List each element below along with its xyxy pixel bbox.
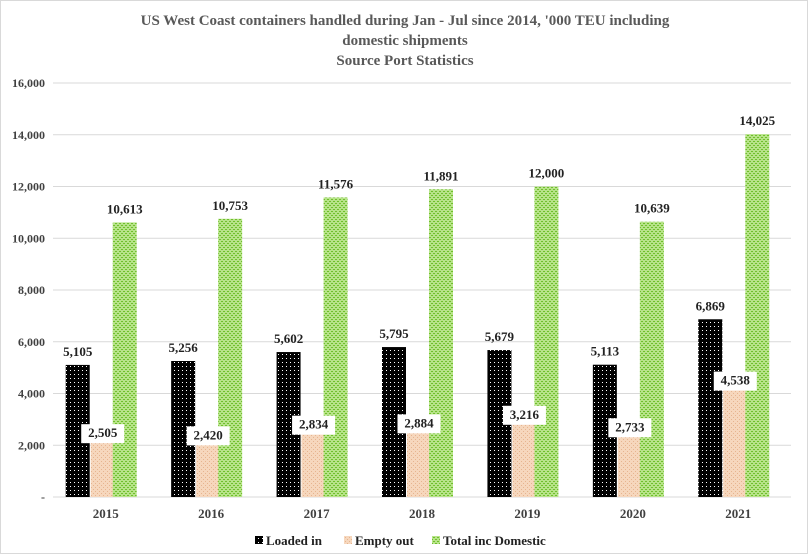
legend-swatch-total-inc-domestic (432, 536, 440, 544)
y-tick-label: 10,000 (12, 231, 45, 245)
data-label-background (292, 415, 336, 435)
data-label-total-inc-domestic-2019: 12,000 (529, 166, 565, 181)
data-label-loaded-in-2020: 5,113 (591, 344, 620, 359)
bar-empty-out-2018 (407, 422, 431, 497)
x-tick-label: 2015 (93, 506, 120, 521)
bar-total-inc-domestic-2017 (323, 197, 348, 497)
legend-swatch-loaded-in (255, 536, 263, 544)
y-tick-label: 12,000 (12, 180, 45, 194)
data-label-total-inc-domestic-2017: 11,576 (318, 176, 354, 191)
bar-loaded-in-2021 (698, 319, 723, 497)
data-label-loaded-in-2017: 5,602 (274, 331, 303, 346)
x-tick-label: 2016 (198, 506, 225, 521)
data-label-empty-out-2019: 3,216 (510, 407, 540, 422)
chart-title-line-1: US West Coast containers handled during … (141, 13, 670, 29)
bar-empty-out-2017 (301, 423, 326, 497)
data-label-background (713, 371, 757, 391)
legend-label-empty-out: Empty out (355, 533, 415, 548)
legend-swatch-empty-out (344, 536, 352, 544)
data-label-loaded-in-2018: 5,795 (379, 326, 409, 341)
bar-total-inc-domestic-2021 (745, 134, 770, 497)
bar-total-inc-domestic-2018 (429, 189, 453, 497)
y-tick-label: 6,000 (18, 335, 45, 349)
y-tick-label: - (41, 490, 45, 504)
data-label-empty-out-2017: 2,834 (299, 417, 329, 432)
data-label-background (608, 418, 652, 438)
y-tick-label: 16,000 (12, 76, 45, 90)
x-tick-label: 2020 (620, 506, 646, 521)
x-tick-label: 2019 (514, 506, 541, 521)
data-label-loaded-in-2021: 6,869 (696, 298, 726, 313)
data-label-total-inc-domestic-2016: 10,753 (212, 198, 248, 213)
y-tick-label: 4,000 (18, 387, 45, 401)
chart-title-line-2: domestic shipments (342, 33, 468, 49)
data-label-empty-out-2021: 4,538 (721, 373, 751, 388)
legend-label-total-inc-domestic: Total inc Domestic (443, 533, 546, 548)
x-tick-label: 2021 (725, 506, 751, 521)
x-axis-tick-labels: 2015 2016 2017 2018 2019 2020 2021 (93, 506, 752, 521)
bar-empty-out-2019 (512, 413, 537, 497)
y-tick-label: 14,000 (12, 128, 45, 142)
data-label-loaded-in-2019: 5,679 (485, 329, 515, 344)
data-label-loaded-in-2015: 5,105 (63, 344, 93, 359)
data-label-empty-out-2018: 2,884 (404, 415, 434, 430)
legend: Loaded in Empty out Total inc Domestic (255, 533, 546, 548)
data-label-empty-out-2016: 2,420 (194, 427, 223, 442)
y-axis-tick-labels: - 2,000 4,000 6,000 8,000 10,000 12,000 14,000 1… (12, 76, 45, 504)
data-label-total-inc-domestic-2020: 10,639 (634, 201, 670, 216)
y-tick-label: 2,000 (18, 438, 45, 452)
x-tick-label: 2017 (304, 506, 331, 521)
bar-total-inc-domestic-2019 (534, 186, 559, 497)
data-label-total-inc-domestic-2021: 14,025 (739, 113, 775, 128)
data-label-background (397, 414, 441, 434)
bar-empty-out-2021 (723, 379, 748, 497)
data-label-total-inc-domestic-2015: 10,613 (107, 201, 143, 216)
y-tick-label: 8,000 (18, 283, 45, 297)
legend-label-loaded-in: Loaded in (266, 533, 323, 548)
bar-empty-out-2020 (617, 426, 642, 497)
bar-total-inc-domestic-2020 (639, 221, 664, 497)
data-label-total-inc-domestic-2018: 11,891 (423, 168, 458, 183)
data-label-background (502, 405, 546, 425)
data-labels: 5,105 2,505 10,613 5,256 2,420 10,753 5,602 2,8… (63, 113, 776, 446)
data-label-empty-out-2015: 2,505 (88, 425, 118, 440)
x-tick-label: 2018 (409, 506, 436, 521)
chart-title: US West Coast containers handled during … (141, 13, 670, 69)
bar-total-inc-domestic-2015 (112, 222, 137, 498)
data-label-empty-out-2020: 2,733 (615, 419, 645, 434)
data-label-loaded-in-2016: 5,256 (169, 340, 199, 355)
data-label-background (186, 426, 230, 446)
bars (65, 134, 770, 498)
bar-total-inc-domestic-2016 (218, 218, 243, 498)
data-label-background (81, 424, 125, 444)
chart-title-line-3: Source Port Statistics (336, 53, 473, 69)
